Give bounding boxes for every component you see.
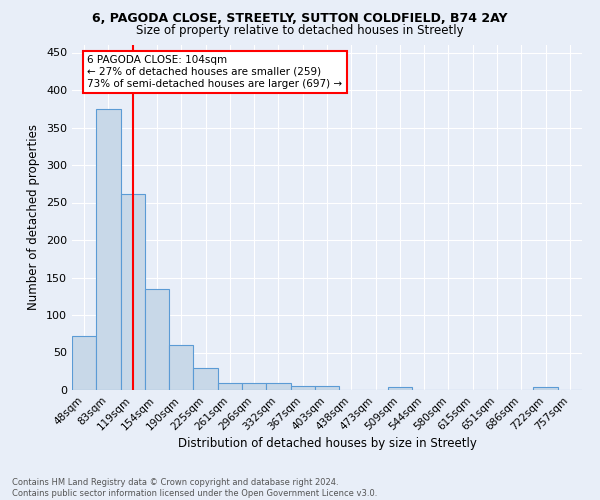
Bar (145, 289, 169, 390)
Bar (96, 109, 121, 390)
Bar (242, 382, 266, 390)
Bar (72, 336, 96, 390)
Bar (121, 194, 145, 390)
Bar (218, 382, 242, 390)
Bar (290, 386, 315, 390)
Bar (266, 382, 290, 390)
Bar (533, 387, 558, 390)
Bar (169, 345, 193, 390)
X-axis label: Distribution of detached houses by size in Streetly: Distribution of detached houses by size … (178, 438, 476, 450)
Y-axis label: Number of detached properties: Number of detached properties (28, 124, 40, 310)
Text: 6, PAGODA CLOSE, STREETLY, SUTTON COLDFIELD, B74 2AY: 6, PAGODA CLOSE, STREETLY, SUTTON COLDFI… (92, 12, 508, 26)
Text: Size of property relative to detached houses in Streetly: Size of property relative to detached ho… (136, 24, 464, 37)
Text: Contains HM Land Registry data © Crown copyright and database right 2024.
Contai: Contains HM Land Registry data © Crown c… (12, 478, 377, 498)
Text: 6 PAGODA CLOSE: 104sqm
← 27% of detached houses are smaller (259)
73% of semi-de: 6 PAGODA CLOSE: 104sqm ← 27% of detached… (88, 56, 343, 88)
Bar (388, 387, 412, 390)
Bar (193, 368, 218, 390)
Bar (315, 386, 339, 390)
